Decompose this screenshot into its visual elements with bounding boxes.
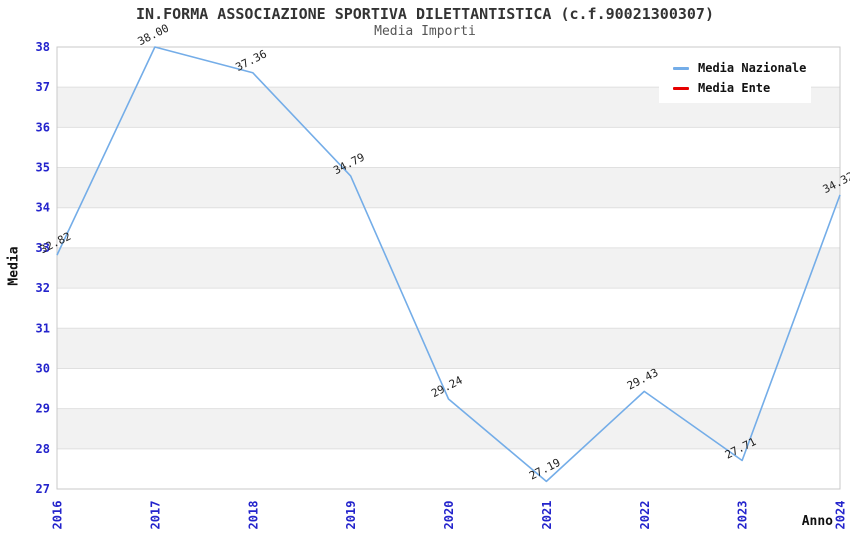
y-tick-label: 34 [36,201,50,215]
y-tick-label: 30 [36,361,50,375]
x-tick-label: 2016 [51,501,65,530]
x-tick-label: 2022 [638,501,652,530]
x-tick-label: 2023 [736,501,750,530]
x-tick-label: 2024 [834,501,848,530]
y-tick-label: 38 [36,40,50,54]
plot-band [57,167,840,208]
legend: Media Nazionale Media Ente [659,53,811,103]
data-point-label: 29.43 [625,366,660,393]
chart-subtitle: Media Importi [374,24,476,39]
plot-band [57,328,840,369]
y-tick-label: 28 [36,442,50,456]
plot-band [57,247,840,289]
y-tick-label: 31 [36,321,50,335]
y-tick-label: 29 [36,402,50,416]
data-point-label: 27.19 [527,456,562,483]
x-tick-label: 2018 [246,501,260,530]
x-tick-label: 2020 [442,501,456,530]
legend-label: Media Nazionale [698,61,807,75]
legend-item-media-ente: Media Ente [673,78,811,98]
y-tick-label: 35 [36,161,50,175]
y-axis-title: Media [6,246,22,286]
x-tick-label: 2017 [148,501,162,530]
data-point-label: 38.00 [136,22,171,49]
plot-band [57,408,840,449]
chart-title: IN.FORMA ASSOCIAZIONE SPORTIVA DILETTANT… [136,5,714,23]
series-line-media-nazionale [56,46,841,483]
y-tick-label: 32 [36,281,50,295]
legend-item-media-nazionale: Media Nazionale [673,58,811,78]
x-tick-label: 2021 [540,501,554,530]
legend-swatch-blue-line-icon [673,66,689,70]
legend-swatch-red-line-icon [673,86,689,90]
x-tick-label: 2019 [344,501,358,530]
y-tick-label: 27 [36,482,50,496]
x-axis-title: Anno [801,514,833,529]
y-tick-label: 33 [36,241,50,255]
data-point-label: 37.36 [233,47,268,74]
plot-border [56,46,841,490]
y-tick-label: 37 [36,80,50,94]
y-tick-label: 36 [36,120,50,134]
legend-label: Media Ente [698,81,771,95]
